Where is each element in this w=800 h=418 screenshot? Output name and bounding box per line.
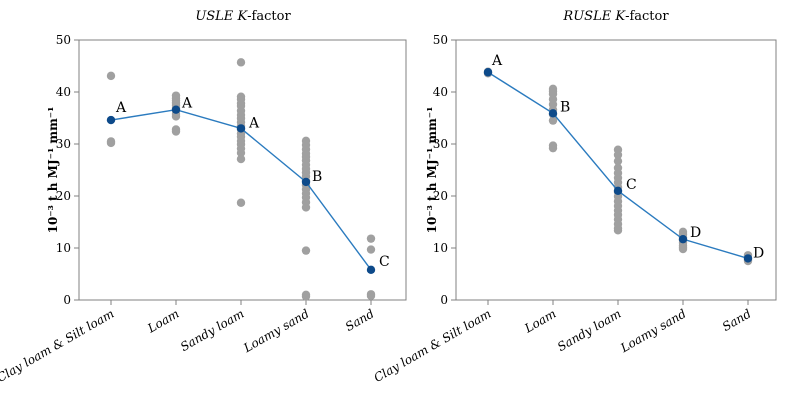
- y-tick-label: 40: [56, 85, 71, 99]
- group-letters: A B C D D: [491, 53, 764, 261]
- y-tick-label: 10: [56, 241, 71, 255]
- y-tick-label: 50: [433, 33, 448, 47]
- y-axis-label: 10⁻³ t h MJ⁻¹ mm⁻¹: [46, 107, 60, 234]
- y-tick-label: 20: [56, 189, 71, 203]
- x-tick-label: Loam: [521, 306, 558, 335]
- raw-point: [171, 127, 181, 136]
- group-letter: A: [181, 96, 193, 112]
- group-letter: D: [753, 245, 764, 261]
- mean-points: [106, 105, 376, 275]
- raw-points: [106, 58, 376, 301]
- mean-point: [236, 124, 246, 133]
- raw-point: [301, 203, 311, 212]
- raw-point: [613, 156, 623, 166]
- x-tick-label: Loamy sand: [617, 306, 688, 355]
- group-letter: C: [626, 177, 637, 193]
- y-tick-label: 50: [56, 33, 71, 47]
- raw-point: [301, 292, 311, 301]
- y-tick-label: 0: [440, 293, 448, 307]
- y-tick-label: 0: [63, 293, 71, 307]
- x-tick-label: Sandy loam: [178, 306, 246, 354]
- y-tick-label: 30: [433, 137, 448, 151]
- mean-point: [171, 105, 181, 114]
- group-letter: A: [491, 53, 503, 69]
- raw-point: [548, 116, 558, 125]
- mean-point: [678, 234, 688, 244]
- y-tick-label: 10: [433, 241, 448, 255]
- y-axis: 0 10 20 30 40 50: [56, 33, 79, 307]
- raw-points: [483, 67, 753, 266]
- x-tick-label: Loam: [144, 306, 181, 335]
- mean-point: [548, 109, 558, 118]
- mean-point: [301, 177, 311, 187]
- raw-point: [548, 143, 558, 153]
- raw-point: [106, 71, 116, 81]
- raw-point: [613, 226, 623, 235]
- group-letter: C: [379, 254, 390, 270]
- y-axis: 0 10 20 30 40 50: [433, 33, 456, 307]
- group-letter: D: [690, 225, 701, 241]
- usle-k-factor-panel: USLE K-factor 10⁻³ t h MJ⁻¹ mm⁻¹ 0 10 20 30…: [0, 9, 407, 385]
- raw-point: [236, 198, 246, 207]
- group-letter: B: [312, 169, 322, 185]
- x-tick-label: Clay loam & Silt loam: [371, 306, 493, 385]
- raw-point: [236, 58, 246, 67]
- raw-point: [106, 138, 116, 148]
- group-letters: A A A B C: [115, 96, 390, 270]
- raw-point: [171, 112, 181, 121]
- raw-point: [613, 150, 623, 160]
- y-tick-label: 20: [433, 189, 448, 203]
- y-tick-label: 30: [56, 137, 71, 151]
- raw-point: [366, 245, 376, 254]
- panel-title: USLE K-factor: [195, 9, 291, 24]
- group-letter: A: [115, 100, 127, 116]
- x-tick-label: Loamy sand: [240, 306, 311, 355]
- mean-point: [106, 115, 116, 125]
- y-tick-label: 40: [433, 85, 448, 99]
- raw-point: [236, 148, 246, 158]
- x-tick-label: Sand: [720, 306, 754, 334]
- x-tick-label: Sandy loam: [555, 306, 623, 354]
- x-tick-label: Clay loam & Silt loam: [0, 306, 116, 385]
- panel-title: RUSLE K-factor: [562, 9, 669, 24]
- mean-point: [743, 254, 753, 263]
- raw-point: [366, 291, 376, 301]
- plot-frame: [455, 39, 777, 301]
- raw-point: [236, 154, 246, 164]
- plot-frame: [78, 39, 407, 301]
- raw-point: [301, 246, 311, 255]
- group-letter: A: [248, 115, 260, 131]
- mean-point: [483, 68, 493, 77]
- mean-point: [613, 186, 623, 195]
- y-axis-label: 10⁻³ t h MJ⁻¹ mm⁻¹: [425, 107, 439, 234]
- raw-point: [678, 244, 688, 254]
- group-letter: B: [560, 99, 570, 115]
- mean-points: [483, 68, 753, 263]
- rusle-k-factor-panel: RUSLE K-factor 10⁻³ t h MJ⁻¹ mm⁻¹ 0 10 20 3…: [371, 9, 777, 385]
- mean-point: [366, 265, 376, 275]
- raw-point: [366, 234, 376, 243]
- x-tick-label: Sand: [343, 306, 377, 334]
